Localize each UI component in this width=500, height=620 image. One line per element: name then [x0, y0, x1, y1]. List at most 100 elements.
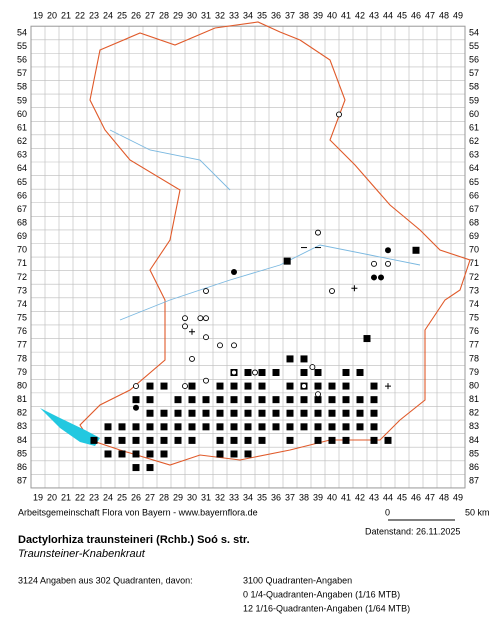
row-label: 78 — [17, 353, 27, 363]
row-label: 58 — [469, 82, 479, 92]
count: 12 1/16-Quadranten-Angaben (1/64 MTB) — [243, 603, 410, 613]
record-circle — [252, 369, 258, 376]
record-square — [230, 396, 238, 404]
record-square — [258, 396, 266, 404]
column-label: 47 — [425, 11, 435, 21]
column-label: 34 — [243, 11, 253, 21]
record-square — [174, 396, 182, 404]
row-label: 54 — [17, 27, 27, 37]
column-label: 30 — [187, 492, 197, 502]
column-label: 39 — [313, 11, 323, 21]
grid-frame — [30, 25, 466, 489]
record-circle — [217, 342, 223, 349]
record-square — [314, 423, 322, 431]
record-square — [118, 436, 126, 444]
row-label: 63 — [17, 150, 27, 160]
record-dot — [378, 274, 384, 281]
column-label: 22 — [75, 492, 85, 502]
record-square — [216, 396, 224, 404]
row-label: 62 — [469, 136, 479, 146]
record-square — [160, 450, 168, 458]
row-label: 72 — [17, 272, 27, 282]
row-label: 74 — [469, 299, 479, 309]
record-square — [356, 396, 364, 404]
row-label: 73 — [17, 285, 27, 295]
record-circle — [371, 260, 377, 267]
column-label: 24 — [103, 492, 113, 502]
column-label: 41 — [341, 492, 351, 502]
column-label: 35 — [257, 492, 267, 502]
column-label: 40 — [327, 492, 337, 502]
column-label: 20 — [47, 492, 57, 502]
record-square — [132, 436, 140, 444]
record-square — [272, 409, 280, 417]
row-label: 81 — [17, 394, 27, 404]
row-label: 56 — [469, 55, 479, 65]
row-label: 82 — [17, 408, 27, 418]
column-label: 28 — [159, 492, 169, 502]
row-label: 81 — [469, 394, 479, 404]
record-square — [286, 409, 294, 417]
record-square — [132, 464, 140, 472]
record-square — [286, 436, 294, 444]
record-square — [314, 409, 322, 417]
river — [109, 129, 231, 191]
row-label: 60 — [17, 109, 27, 119]
record-circle — [203, 334, 209, 341]
grid: 19 19 20 20 21 21 22 22 23 23 24 24 25 25 26 26 27 27 28 28… — [17, 11, 479, 503]
column-label: 49 — [453, 11, 463, 21]
column-label: 25 — [117, 492, 127, 502]
date: Datenstand: 26.11.2025 — [365, 526, 460, 536]
row-label: 68 — [17, 217, 27, 227]
record-circle — [336, 111, 342, 118]
column-label: 27 — [145, 492, 155, 502]
record-square — [258, 369, 266, 376]
record-square — [286, 396, 294, 404]
scale-start: 0 — [385, 507, 390, 517]
record-square — [244, 423, 252, 431]
column-label: 48 — [439, 492, 449, 502]
record-square — [342, 396, 350, 404]
record-square — [188, 396, 196, 404]
column-label: 32 — [215, 492, 225, 502]
column-label: 26 — [131, 11, 141, 21]
record-square — [363, 335, 371, 343]
record-square — [412, 246, 420, 254]
record-square — [160, 382, 168, 390]
record-circle — [182, 383, 188, 390]
column-label: 37 — [285, 11, 295, 21]
row-label: 72 — [469, 272, 479, 282]
row-label: 67 — [17, 204, 27, 214]
record-square — [258, 382, 266, 390]
row-label: 84 — [469, 435, 479, 445]
row-label: 66 — [469, 190, 479, 200]
record-square — [314, 436, 322, 444]
row-label: 75 — [17, 313, 27, 323]
row-label: 80 — [17, 380, 27, 390]
bavaria-outline — [79, 21, 471, 466]
record-dot — [371, 274, 377, 281]
column-label: 46 — [411, 11, 421, 21]
record-square — [202, 423, 210, 431]
column-label: 41 — [341, 11, 351, 21]
record-square — [146, 464, 154, 472]
record-square — [230, 423, 238, 431]
row-label: 83 — [469, 421, 479, 431]
record-square — [160, 436, 168, 444]
row-label: 76 — [17, 326, 27, 336]
record-square — [272, 396, 280, 404]
row-label: 57 — [469, 68, 479, 78]
column-label: 43 — [369, 11, 379, 21]
record-square — [216, 423, 224, 431]
row-label: 79 — [17, 367, 27, 377]
row-label: 61 — [469, 122, 479, 132]
record-square — [286, 382, 294, 390]
row-label: 54 — [469, 27, 479, 37]
row-label: 55 — [17, 41, 27, 51]
record-circle — [385, 260, 391, 267]
record-square — [244, 382, 252, 390]
column-label: 36 — [271, 492, 281, 502]
record-circle — [231, 369, 237, 376]
row-label: 85 — [17, 448, 27, 458]
record-plus — [385, 383, 391, 390]
